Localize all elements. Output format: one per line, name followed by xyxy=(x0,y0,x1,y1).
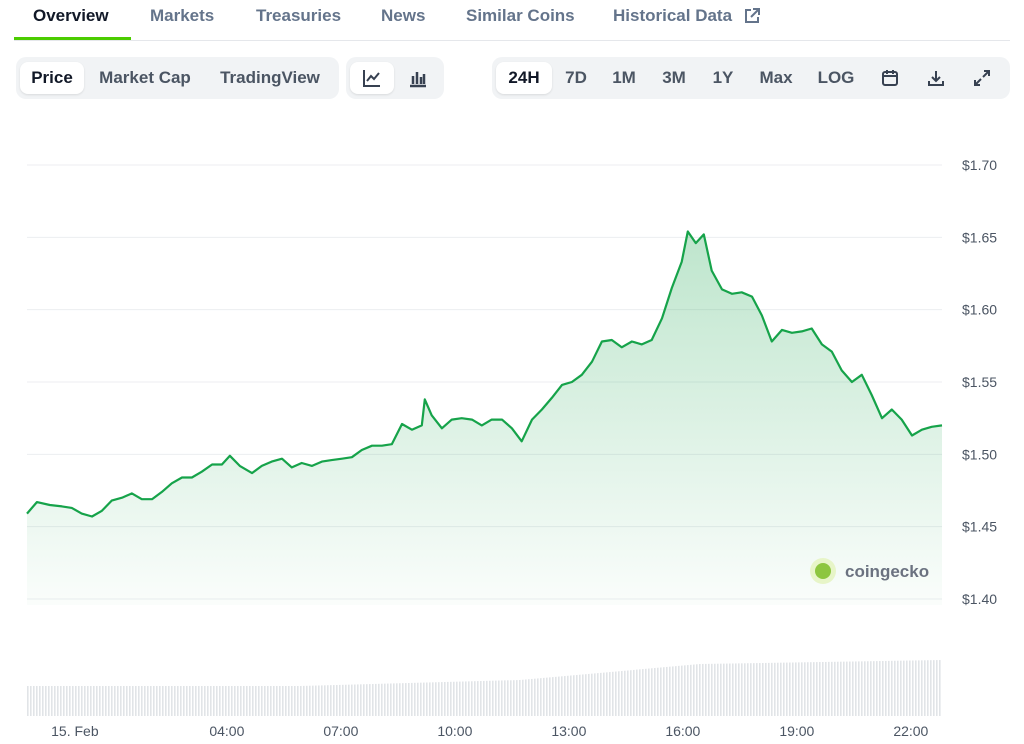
y-tick-label: $1.40 xyxy=(962,591,997,607)
y-tick-label: $1.55 xyxy=(962,374,997,390)
x-tick-label: 19:00 xyxy=(779,723,814,739)
x-tick-label: 04:00 xyxy=(209,723,244,739)
candle-icon xyxy=(410,72,426,88)
tab[interactable]: Treasuries xyxy=(256,6,342,25)
y-tick-label: $1.60 xyxy=(962,302,997,318)
calendar-button[interactable] xyxy=(872,62,908,94)
download-button[interactable] xyxy=(918,62,954,94)
tab[interactable]: News xyxy=(381,6,426,25)
external-link-icon xyxy=(745,8,760,23)
line-style-button[interactable] xyxy=(350,62,394,94)
price-line xyxy=(26,230,943,518)
fullscreen-button[interactable] xyxy=(964,62,1000,94)
tab[interactable]: Overview xyxy=(33,6,109,25)
chart-style-group xyxy=(346,57,444,99)
y-tick-label: $1.65 xyxy=(962,229,997,245)
watermark: coingecko xyxy=(810,558,929,584)
range-button[interactable]: 3M xyxy=(662,68,686,87)
x-tick-label: 22:00 xyxy=(893,723,928,739)
x-tick-label: 07:00 xyxy=(323,723,358,739)
y-tick-label: $1.70 xyxy=(962,157,997,173)
range-button[interactable]: 1Y xyxy=(712,68,734,87)
volume-backdrop xyxy=(27,660,942,716)
x-tick-label: 13:00 xyxy=(551,723,586,739)
range-button[interactable]: Max xyxy=(759,68,793,87)
y-tick-label: $1.45 xyxy=(962,519,997,535)
candle-style-button[interactable] xyxy=(396,62,440,94)
x-tick-label: 15. Feb xyxy=(51,723,99,739)
y-tick-label: $1.50 xyxy=(962,446,997,462)
watermark-text: coingecko xyxy=(845,562,929,581)
tab[interactable]: Similar Coins xyxy=(466,6,575,25)
fullscreen-icon xyxy=(974,70,990,86)
line-icon xyxy=(363,70,380,87)
range-group: 24H 7D 1M 3M 1Y Max LOG xyxy=(492,57,1010,99)
view-button[interactable]: TradingView xyxy=(220,68,320,87)
tab-bar: Overview Markets Treasuries News Similar… xyxy=(14,0,1010,41)
x-tick-label: 16:00 xyxy=(665,723,700,739)
range-button[interactable]: 7D xyxy=(565,68,587,87)
tab[interactable]: Historical Data xyxy=(613,6,733,25)
download-icon xyxy=(928,71,944,86)
view-button[interactable]: Market Cap xyxy=(99,68,191,87)
price-area xyxy=(27,231,942,605)
view-group: Price Market Cap TradingView xyxy=(16,57,339,99)
range-button[interactable]: 24H xyxy=(496,62,552,94)
range-button[interactable]: 1M xyxy=(612,68,636,87)
tab[interactable]: Markets xyxy=(150,6,215,25)
range-button[interactable]: LOG xyxy=(817,68,855,87)
active-tab-underline xyxy=(14,37,131,40)
calendar-icon xyxy=(882,70,898,86)
x-tick-label: 10:00 xyxy=(437,723,472,739)
view-button[interactable]: Price xyxy=(20,62,84,94)
